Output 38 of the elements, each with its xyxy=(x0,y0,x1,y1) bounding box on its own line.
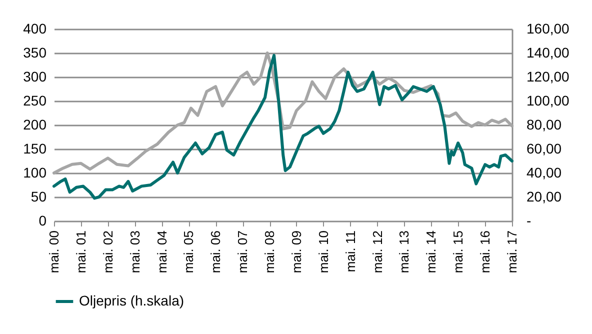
x-tick-label: mai. 15 xyxy=(450,230,466,274)
x-tick-label: mai. 11 xyxy=(342,230,358,272)
x-tick-label: mai. 10 xyxy=(316,230,331,274)
x-tick-label: mai. 16 xyxy=(478,230,493,274)
x-tick-label: mai. 12 xyxy=(370,230,385,274)
y2-tick-label: 140,00 xyxy=(526,44,570,60)
y2-tick-label: 160,00 xyxy=(526,20,570,36)
y-tick-label: 100 xyxy=(23,164,47,180)
x-tick-label: mai. 05 xyxy=(181,230,196,274)
y-tick-label: 300 xyxy=(23,68,47,84)
x-tick-label: mai. 01 xyxy=(73,230,88,274)
x-tick-label: mai. 06 xyxy=(208,230,224,274)
y2-tick-label: 120,00 xyxy=(526,68,570,84)
x-tick-label: mai. 13 xyxy=(396,230,412,274)
y-tick-label: 350 xyxy=(23,44,47,60)
x-tick-label: mai. 14 xyxy=(424,230,439,274)
y-tick-label: 50 xyxy=(30,188,47,204)
y2-tick-label: - xyxy=(526,212,532,228)
y-tick-label: 250 xyxy=(23,92,47,108)
y-tick-label: 400 xyxy=(23,20,47,36)
y2-tick-label: 20,00 xyxy=(526,188,562,204)
y-tick-label: 200 xyxy=(23,116,47,132)
y-tick-label: 0 xyxy=(38,212,47,228)
y2-tick-label: 40,00 xyxy=(526,164,562,180)
x-tick-label: mai. 02 xyxy=(100,230,116,274)
x-tick-label: mai. 17 xyxy=(504,230,520,274)
y2-tick-label: 100,00 xyxy=(526,92,570,108)
y2-tick-label: 60,00 xyxy=(526,140,562,156)
x-tick-label: mai. 04 xyxy=(154,230,170,274)
x-tick-label: mai. 08 xyxy=(262,230,278,274)
y2-tick-label: 80,00 xyxy=(526,116,562,132)
y-tick-label: 150 xyxy=(23,140,47,156)
x-tick-label: mai. 07 xyxy=(235,230,250,274)
x-tick-label: mai. 00 xyxy=(46,230,62,274)
x-tick-label: mai. 03 xyxy=(127,230,142,274)
line-series xyxy=(52,54,514,200)
x-tick-label: mai. 09 xyxy=(288,230,304,274)
legend-label: Oljepris (h.skala) xyxy=(79,292,184,308)
